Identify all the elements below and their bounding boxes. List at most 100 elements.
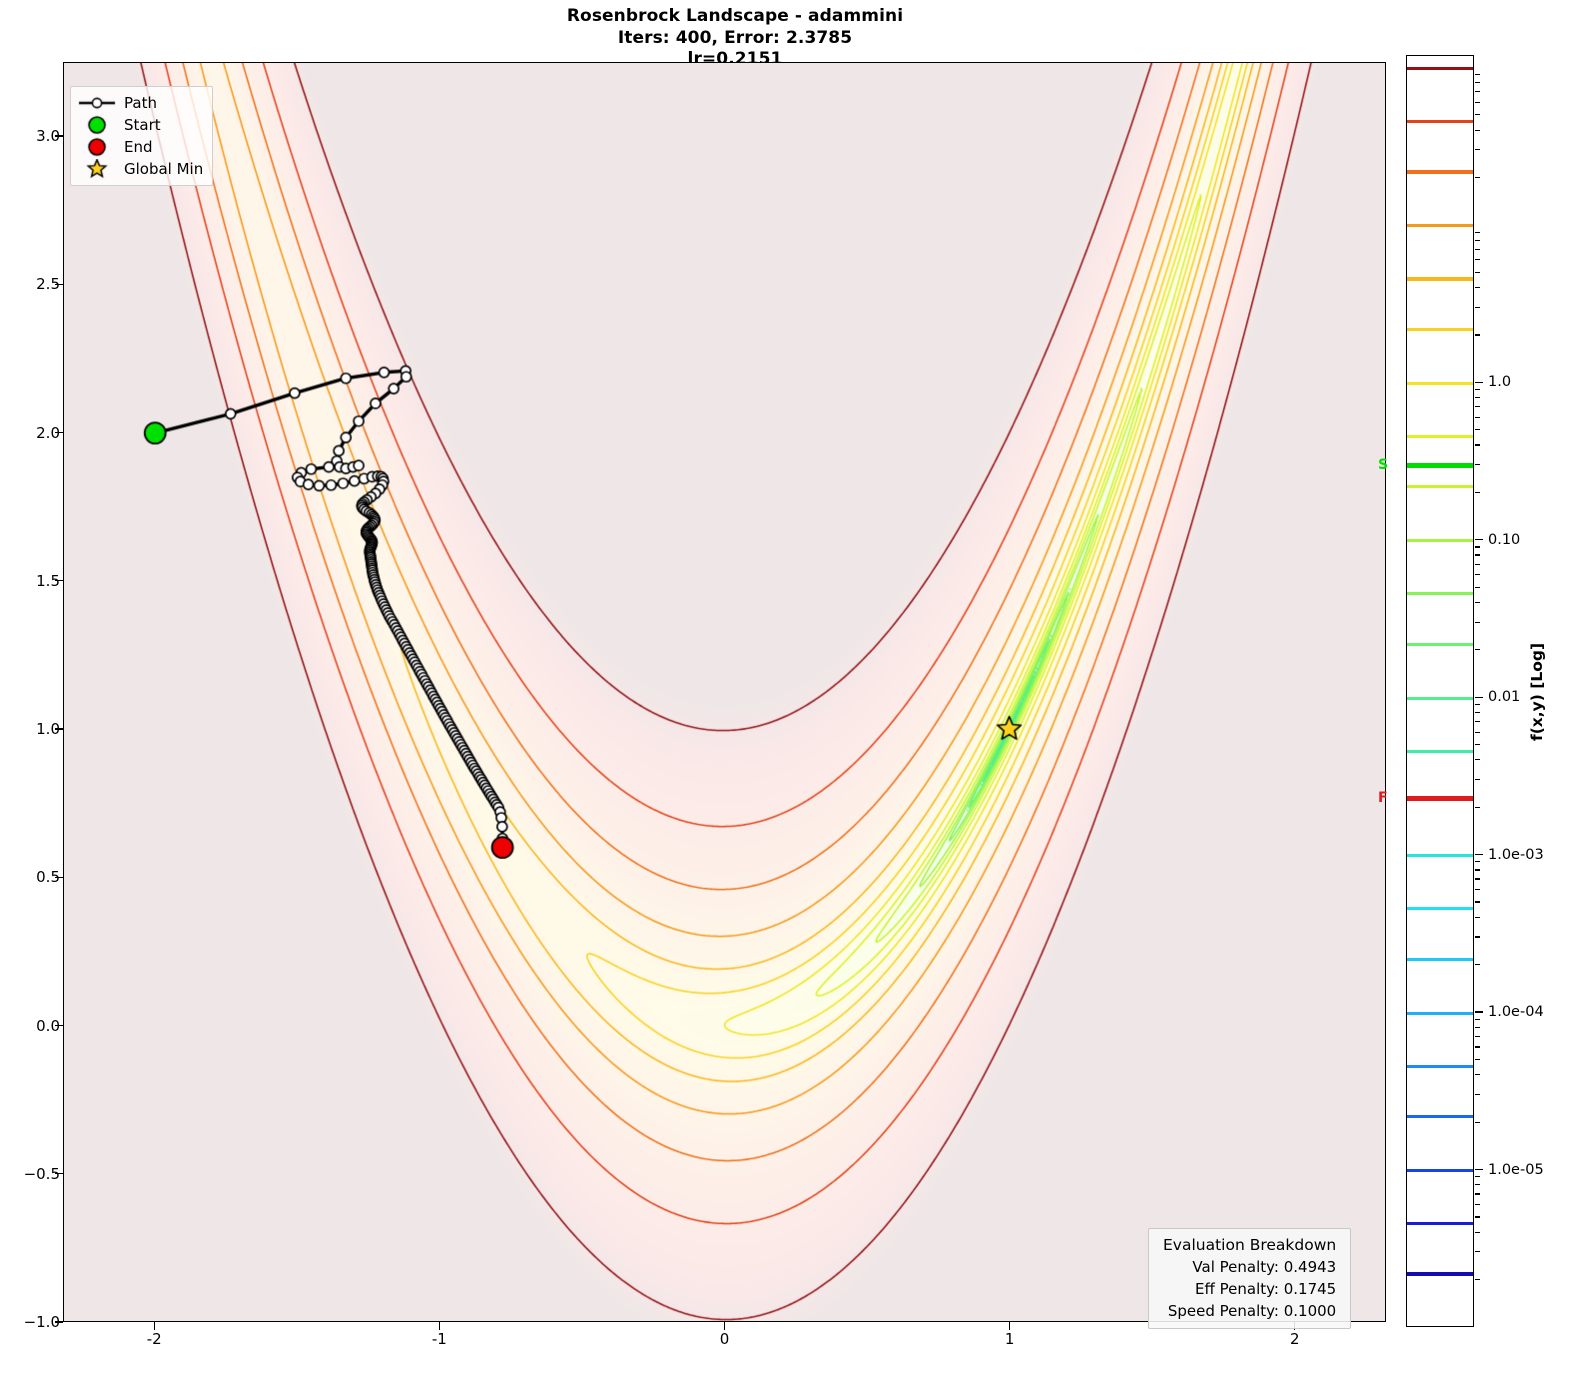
colorbar-minor-tick-mark	[1475, 546, 1480, 548]
colorbar-minor-tick-mark	[1475, 759, 1480, 761]
colorbar-level-line	[1407, 485, 1473, 489]
legend-label: Start	[124, 116, 161, 134]
colorbar-tick-mark	[1475, 854, 1483, 856]
colorbar-minor-tick-mark	[1475, 271, 1480, 273]
y-axis-tick-mark	[55, 283, 63, 285]
colorbar-tick-mark	[1475, 539, 1483, 541]
plot-area	[63, 62, 1386, 1322]
colorbar-level-line	[1407, 1168, 1473, 1173]
colorbar-minor-tick-mark	[1475, 306, 1480, 308]
colorbar-minor-tick-mark	[1475, 878, 1480, 880]
y-axis-tick-label: 1.0	[36, 720, 60, 739]
y-axis-tick-label: 0.0	[36, 1016, 60, 1035]
evaluation-row-speed: Speed Penalty: 0.1000	[1167, 1302, 1337, 1320]
colorbar-minor-tick-mark	[1475, 91, 1480, 93]
colorbar-minor-tick-mark	[1475, 744, 1480, 746]
legend-label: Global Min	[124, 160, 204, 178]
colorbar-end-level-line	[1407, 796, 1473, 802]
colorbar-minor-tick-mark	[1475, 444, 1480, 446]
y-axis-tick-label: 0.5	[36, 868, 60, 887]
colorbar-minor-tick-mark	[1475, 889, 1480, 891]
colorbar-minor-tick-mark	[1475, 563, 1480, 565]
colorbar-level-line	[1407, 66, 1473, 71]
colorbar-level-line	[1407, 907, 1473, 911]
colorbar-minor-tick-mark	[1475, 1121, 1480, 1123]
evaluation-row-eff: Eff Penalty: 0.1745	[1195, 1280, 1337, 1298]
colorbar-minor-tick-mark	[1475, 491, 1480, 493]
colorbar-start-marker-label: S	[1378, 456, 1389, 473]
colorbar-minor-tick-mark	[1475, 82, 1480, 84]
colorbar-tick-mark	[1475, 696, 1483, 698]
colorbar-end-marker-label: F	[1378, 789, 1388, 806]
colorbar-minor-tick-mark	[1475, 901, 1480, 903]
colorbar-minor-tick-mark	[1475, 1058, 1480, 1061]
colorbar-tick-label: 1.0	[1488, 374, 1512, 391]
y-axis-tick-mark	[55, 1173, 63, 1175]
colorbar-level-line	[1407, 1222, 1473, 1226]
legend-label: Path	[124, 94, 157, 112]
y-axis-tick-mark	[55, 580, 63, 582]
y-axis-tick-mark	[55, 1024, 63, 1027]
colorbar-level-line	[1407, 434, 1473, 439]
y-axis-tick-mark	[55, 135, 63, 137]
colorbar-minor-tick-mark	[1475, 964, 1480, 966]
colorbar-minor-tick-mark	[1475, 574, 1480, 576]
colorbar-minor-tick-mark	[1475, 1176, 1480, 1178]
evaluation-breakdown-box: Evaluation Breakdown Val Penalty: 0.4943…	[1148, 1228, 1352, 1329]
colorbar-minor-tick-mark	[1475, 1216, 1480, 1218]
x-axis-tick-label: -1	[431, 1330, 447, 1348]
colorbar-minor-tick-mark	[1475, 176, 1480, 179]
colorbar-level-line	[1407, 539, 1473, 543]
colorbar-minor-tick-mark	[1475, 936, 1480, 938]
legend-item-end: End	[77, 136, 203, 158]
colorbar-level-line	[1407, 170, 1473, 174]
colorbar-minor-tick-mark	[1475, 869, 1480, 871]
colorbar-level-line	[1407, 1064, 1473, 1068]
y-axis-tick-label: 3.0	[36, 127, 60, 146]
y-axis-tick-label: −1.0	[23, 1313, 60, 1331]
colorbar-minor-tick-mark	[1475, 334, 1480, 336]
x-axis-tick-mark	[438, 1322, 441, 1330]
colorbar-minor-tick-mark	[1475, 1018, 1480, 1020]
colorbar-level-line	[1407, 327, 1473, 332]
chart-title: Rosenbrock Landscape - adammini Iters: 4…	[0, 6, 1470, 71]
colorbar-minor-tick-mark	[1475, 861, 1480, 863]
colorbar-minor-tick-mark	[1475, 711, 1480, 714]
colorbar-level-line	[1407, 642, 1473, 646]
colorbar-minor-tick-mark	[1475, 429, 1480, 431]
colorbar-minor-tick-mark	[1475, 149, 1480, 151]
y-axis-tick-mark	[55, 728, 63, 730]
x-axis-tick-mark	[153, 1322, 155, 1330]
colorbar-minor-tick-mark	[1475, 397, 1480, 399]
x-axis-tick-mark	[723, 1322, 726, 1330]
colorbar-minor-tick-mark	[1475, 731, 1480, 733]
colorbar-minor-tick-mark	[1475, 1026, 1480, 1028]
colorbar-minor-tick-mark	[1475, 114, 1480, 116]
colorbar	[1406, 55, 1474, 1327]
x-axis-tick-label: 1	[1004, 1330, 1015, 1348]
colorbar-minor-tick-mark	[1475, 586, 1480, 588]
colorbar-minor-tick-mark	[1475, 286, 1480, 289]
colorbar-minor-tick-mark	[1475, 129, 1480, 131]
colorbar-minor-tick-mark	[1475, 1251, 1480, 1253]
evaluation-title: Evaluation Breakdown	[1163, 1236, 1337, 1254]
colorbar-minor-tick-mark	[1475, 1231, 1480, 1233]
contour-plot-canvas	[64, 63, 1385, 1321]
x-axis-tick-label: -2	[146, 1330, 162, 1348]
y-axis-tick-mark	[55, 431, 63, 434]
colorbar-minor-tick-mark	[1475, 649, 1480, 651]
colorbar-title: f(x,y) [Log]	[1528, 642, 1546, 742]
colorbar-level-line	[1407, 854, 1473, 858]
title-line-2: Iters: 400, Error: 2.3785	[617, 27, 853, 48]
legend-item-start: Start	[77, 114, 203, 136]
colorbar-minor-tick-mark	[1475, 601, 1480, 604]
legend-label: End	[124, 138, 153, 156]
colorbar-tick-mark	[1475, 1011, 1483, 1013]
colorbar-minor-tick-mark	[1475, 1203, 1480, 1206]
colorbar-minor-tick-mark	[1475, 1279, 1480, 1281]
colorbar-level-line	[1407, 277, 1473, 281]
colorbar-level-line	[1407, 957, 1473, 961]
colorbar-tick-label: 0.01	[1488, 689, 1521, 706]
colorbar-tick-mark	[1475, 1168, 1483, 1171]
colorbar-tick-label: 1.0e-03	[1488, 846, 1544, 863]
